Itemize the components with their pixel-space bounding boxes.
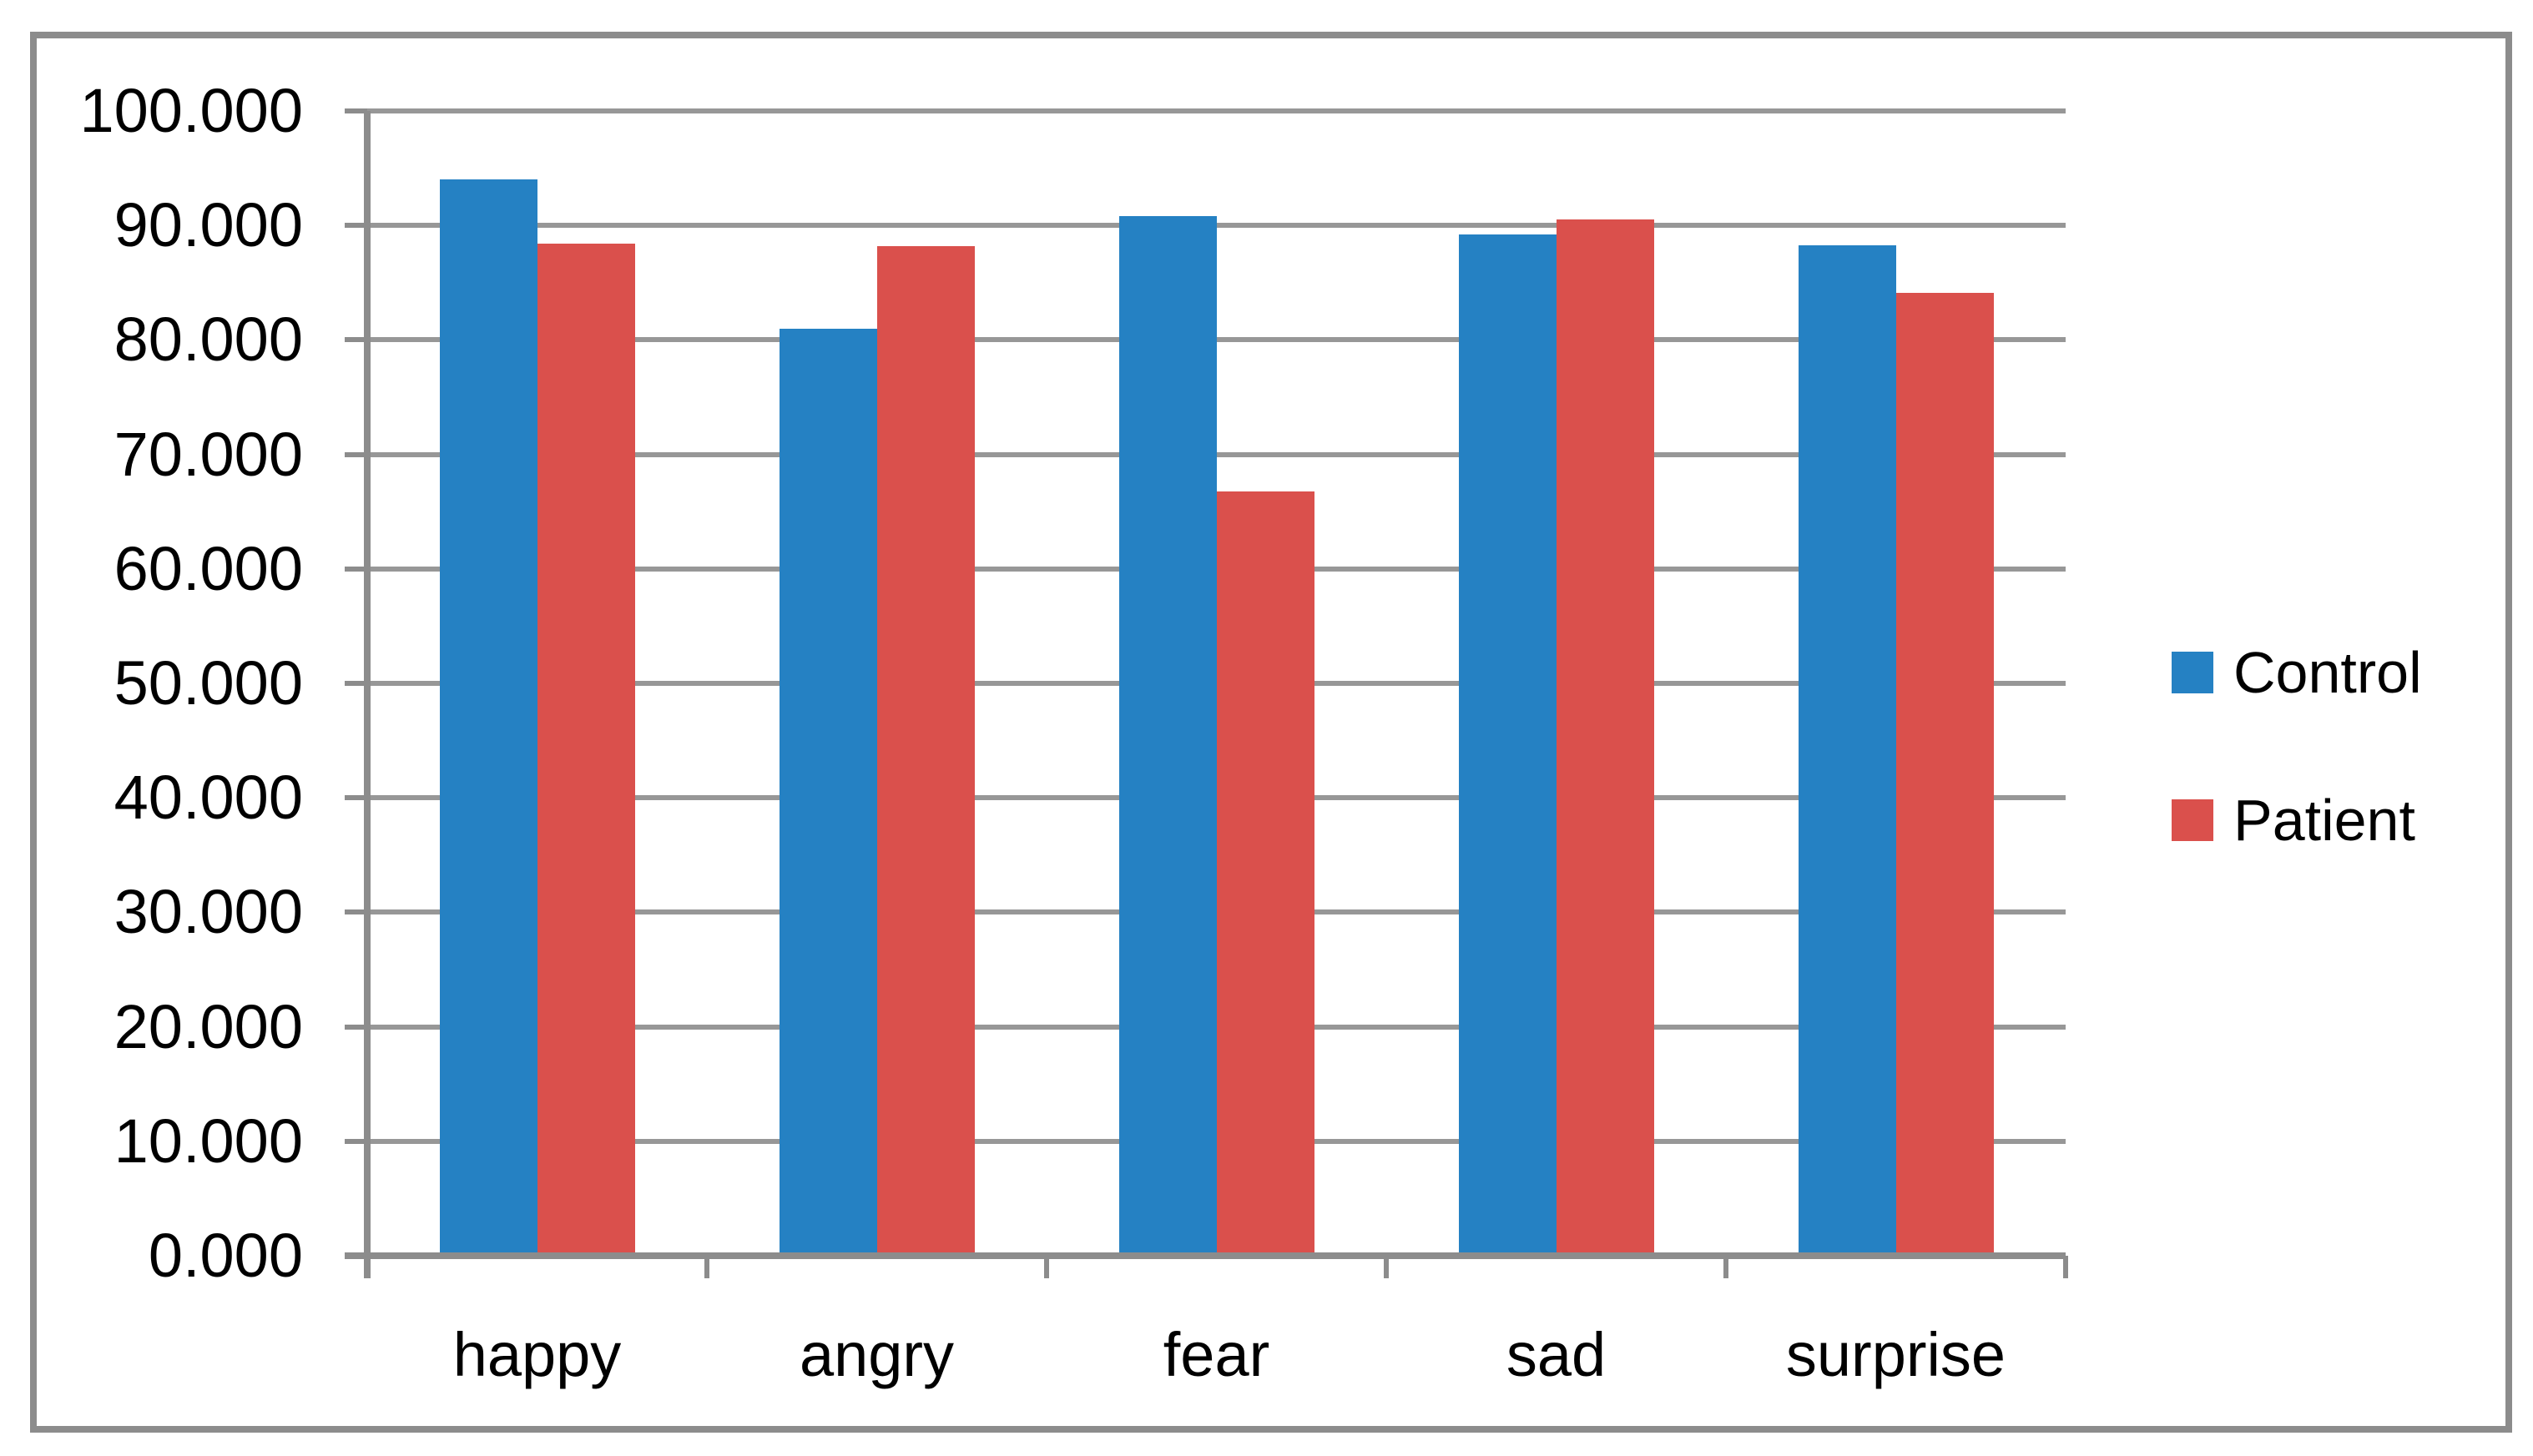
y-axis-tick-50 xyxy=(345,681,367,686)
gridline-100 xyxy=(367,108,2066,113)
y-axis-tick-90 xyxy=(345,223,367,229)
y-axis-tick-40 xyxy=(345,795,367,801)
y-tick-label-30: 30.000 xyxy=(114,877,303,947)
y-tick-label-10: 10.000 xyxy=(114,1106,303,1176)
y-tick-label-70: 70.000 xyxy=(114,419,303,489)
y-tick-label-20: 20.000 xyxy=(114,991,303,1061)
y-axis-tick-100 xyxy=(345,108,367,113)
y-axis-tick-70 xyxy=(345,451,367,457)
legend-swatch-patient-icon xyxy=(2172,799,2213,841)
bar-control-fear xyxy=(1118,216,1217,1256)
legend-item-control: Control xyxy=(2172,643,2422,702)
bar-patient-sad xyxy=(1556,219,1654,1256)
x-category-label-surprise: surprise xyxy=(1785,1320,2006,1389)
bar-patient-angry xyxy=(876,245,975,1256)
y-axis-tick-80 xyxy=(345,337,367,343)
x-category-label-sad: sad xyxy=(1506,1320,1607,1389)
bar-control-sad xyxy=(1458,234,1557,1256)
y-axis-tick-10 xyxy=(345,1138,367,1144)
x-axis-tick-4 xyxy=(1723,1256,1728,1278)
bar-control-angry xyxy=(779,328,877,1256)
x-category-label-angry: angry xyxy=(799,1320,955,1389)
y-tick-label-100: 100.000 xyxy=(79,76,304,145)
x-category-label-happy: happy xyxy=(452,1320,622,1389)
x-axis-tick-2 xyxy=(1044,1256,1049,1278)
legend-label-control: Control xyxy=(2233,640,2422,705)
legend-label-patient: Patient xyxy=(2233,788,2415,853)
y-tick-label-50: 50.000 xyxy=(114,648,303,718)
gridline-90 xyxy=(367,223,2066,229)
y-tick-label-60: 60.000 xyxy=(114,533,303,603)
plot-area xyxy=(345,108,2068,1278)
x-axis-tick-1 xyxy=(704,1256,709,1278)
x-axis-tick-5 xyxy=(2063,1256,2068,1278)
legend-swatch-control-icon xyxy=(2172,652,2213,693)
y-axis-tick-60 xyxy=(345,566,367,572)
y-axis-tick-20 xyxy=(345,1024,367,1030)
y-tick-label-0: 0.000 xyxy=(148,1221,303,1290)
chart-outer-border xyxy=(30,32,2512,1433)
bar-patient-happy xyxy=(537,244,635,1256)
gridline-70 xyxy=(367,451,2066,457)
legend: Control Patient xyxy=(2172,643,2422,849)
y-axis-line xyxy=(364,111,371,1278)
x-axis-tick-3 xyxy=(1384,1256,1389,1278)
x-axis-line xyxy=(345,1252,2066,1259)
bar-control-happy xyxy=(439,179,537,1256)
bar-patient-fear xyxy=(1216,491,1314,1256)
legend-item-patient: Patient xyxy=(2172,791,2422,849)
y-axis-tick-30 xyxy=(345,909,367,915)
bar-patient-surprise xyxy=(1895,293,1994,1256)
x-category-label-fear: fear xyxy=(1163,1320,1270,1389)
gridline-80 xyxy=(367,337,2066,343)
y-tick-label-40: 40.000 xyxy=(114,763,303,833)
bar-control-surprise xyxy=(1798,244,1896,1256)
y-tick-label-80: 80.000 xyxy=(114,305,303,375)
y-tick-label-90: 90.000 xyxy=(114,190,303,260)
x-axis-tick-0 xyxy=(365,1256,370,1278)
